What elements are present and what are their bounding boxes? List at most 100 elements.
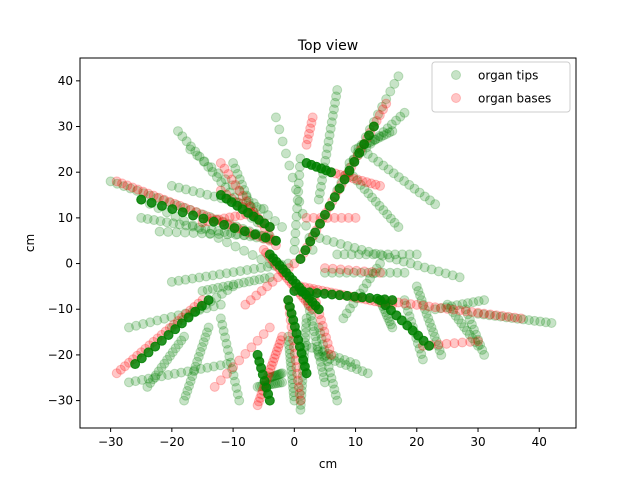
data-point xyxy=(326,373,337,384)
data-point xyxy=(314,188,325,199)
data-point xyxy=(230,241,241,252)
data-point xyxy=(288,391,299,402)
data-point xyxy=(473,336,484,347)
data-point xyxy=(374,110,385,121)
data-point xyxy=(368,268,379,279)
data-point xyxy=(322,143,333,154)
data-point xyxy=(335,238,346,249)
data-point xyxy=(430,199,441,210)
data-point xyxy=(187,371,198,382)
data-point xyxy=(339,249,350,260)
data-point xyxy=(242,265,253,275)
data-point xyxy=(366,178,377,189)
data-point xyxy=(228,158,239,169)
data-point xyxy=(393,172,404,183)
data-point xyxy=(378,130,389,141)
data-point xyxy=(334,267,345,278)
data-point xyxy=(419,191,430,202)
data-point xyxy=(227,180,238,191)
x-tick-label: −30 xyxy=(98,435,123,449)
data-point xyxy=(301,212,312,223)
data-point xyxy=(414,187,425,198)
data-point xyxy=(312,344,323,355)
data-point xyxy=(378,127,389,138)
data-point xyxy=(204,228,215,239)
data-point xyxy=(289,236,300,247)
data-point xyxy=(353,249,364,260)
data-point xyxy=(477,344,488,355)
data-point xyxy=(193,351,204,362)
data-point xyxy=(188,186,199,197)
data-point xyxy=(296,385,307,396)
data-point xyxy=(389,78,400,89)
data-point xyxy=(283,335,294,346)
data-point xyxy=(473,308,484,319)
data-point xyxy=(433,339,444,350)
data-point xyxy=(264,322,275,333)
data-point xyxy=(200,332,211,343)
data-point xyxy=(260,232,271,243)
data-point xyxy=(305,236,316,247)
data-point xyxy=(236,179,247,190)
data-point xyxy=(284,344,295,355)
data-point xyxy=(326,167,337,178)
data-point xyxy=(207,270,218,281)
data-point xyxy=(436,349,447,360)
data-point xyxy=(295,253,306,264)
data-point xyxy=(345,357,356,368)
data-point xyxy=(179,215,190,226)
data-point xyxy=(319,263,330,274)
data-point xyxy=(343,265,354,276)
data-point xyxy=(479,308,490,319)
data-point xyxy=(138,318,149,329)
data-point xyxy=(326,349,337,360)
data-point xyxy=(222,285,233,296)
data-point xyxy=(241,196,252,207)
data-point xyxy=(240,299,251,310)
data-point xyxy=(228,370,239,381)
data-point xyxy=(202,362,213,373)
data-point xyxy=(475,339,486,350)
data-point xyxy=(197,285,208,296)
data-point xyxy=(393,71,404,82)
data-point xyxy=(192,356,203,367)
data-point xyxy=(327,110,338,121)
data-point xyxy=(228,267,239,278)
data-point xyxy=(470,329,481,340)
data-point xyxy=(441,338,452,349)
data-point xyxy=(435,303,446,314)
data-point xyxy=(290,184,301,195)
data-point xyxy=(216,177,227,188)
data-point xyxy=(150,370,161,381)
data-point xyxy=(224,351,235,362)
data-point xyxy=(246,342,257,353)
data-point xyxy=(290,228,301,239)
data-point xyxy=(338,313,349,324)
data-point xyxy=(215,360,226,371)
data-point xyxy=(203,295,214,306)
data-point xyxy=(330,97,341,108)
data-point xyxy=(187,273,198,284)
data-point xyxy=(363,246,374,257)
data-point xyxy=(289,244,300,255)
chart-title: Top view xyxy=(297,38,358,54)
data-point xyxy=(131,320,142,331)
data-point xyxy=(351,265,362,276)
data-point xyxy=(371,263,382,274)
data-point xyxy=(370,179,381,190)
data-point xyxy=(256,285,267,296)
data-point xyxy=(518,314,529,325)
data-point xyxy=(122,180,133,191)
data-point xyxy=(426,322,437,333)
data-point xyxy=(308,212,319,223)
data-point xyxy=(447,307,458,318)
data-point xyxy=(329,192,340,203)
data-point xyxy=(445,303,456,314)
data-point xyxy=(187,221,198,232)
data-point xyxy=(401,300,412,311)
data-point xyxy=(228,279,239,290)
data-point xyxy=(156,371,167,382)
data-point xyxy=(464,314,475,325)
x-tick-label: 20 xyxy=(409,435,424,449)
data-point xyxy=(413,285,424,296)
